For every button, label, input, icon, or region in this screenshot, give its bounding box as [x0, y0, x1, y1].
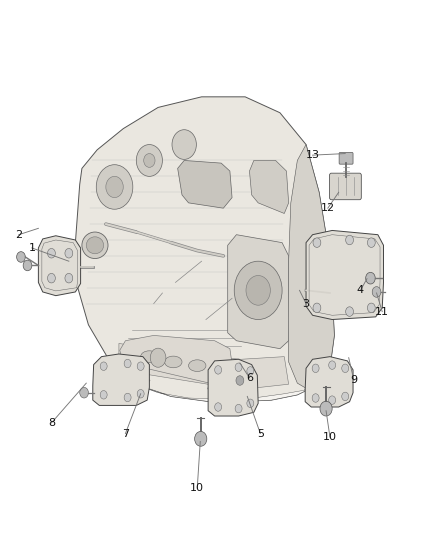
- Ellipse shape: [141, 351, 158, 362]
- Circle shape: [215, 366, 222, 374]
- Circle shape: [215, 403, 222, 411]
- Polygon shape: [288, 144, 334, 390]
- Polygon shape: [250, 160, 289, 214]
- Text: 10: 10: [323, 432, 337, 442]
- Circle shape: [23, 260, 32, 271]
- Text: 1: 1: [28, 243, 35, 253]
- Circle shape: [372, 287, 381, 297]
- Circle shape: [320, 401, 332, 416]
- Circle shape: [124, 393, 131, 402]
- Circle shape: [100, 362, 107, 370]
- Circle shape: [144, 154, 155, 167]
- Polygon shape: [120, 335, 234, 387]
- Polygon shape: [208, 359, 258, 416]
- Polygon shape: [93, 354, 149, 406]
- Circle shape: [80, 387, 88, 398]
- Polygon shape: [305, 357, 353, 407]
- Circle shape: [47, 248, 55, 258]
- Circle shape: [137, 362, 144, 370]
- Circle shape: [65, 248, 73, 258]
- Circle shape: [346, 235, 353, 245]
- Circle shape: [246, 276, 270, 305]
- Circle shape: [312, 394, 319, 402]
- Circle shape: [235, 405, 242, 413]
- Text: 12: 12: [321, 203, 335, 213]
- Circle shape: [100, 391, 107, 399]
- Circle shape: [172, 130, 196, 159]
- Circle shape: [367, 238, 375, 247]
- Text: 13: 13: [306, 150, 320, 160]
- Circle shape: [342, 392, 349, 401]
- FancyBboxPatch shape: [339, 152, 353, 164]
- Circle shape: [313, 238, 321, 247]
- Text: 9: 9: [350, 375, 357, 385]
- Circle shape: [235, 363, 242, 372]
- Circle shape: [313, 303, 321, 313]
- Circle shape: [150, 348, 166, 367]
- Text: 8: 8: [48, 418, 55, 428]
- Circle shape: [136, 144, 162, 176]
- Circle shape: [312, 364, 319, 373]
- Circle shape: [346, 307, 353, 317]
- Circle shape: [342, 364, 349, 373]
- Ellipse shape: [82, 232, 108, 259]
- Polygon shape: [178, 160, 232, 208]
- Ellipse shape: [188, 360, 206, 372]
- Text: 6: 6: [246, 373, 253, 383]
- Polygon shape: [306, 230, 384, 319]
- Polygon shape: [39, 236, 81, 296]
- Text: 3: 3: [303, 298, 310, 309]
- Circle shape: [247, 399, 254, 408]
- Circle shape: [124, 359, 131, 368]
- Circle shape: [194, 431, 207, 446]
- Ellipse shape: [86, 237, 104, 254]
- Text: 5: 5: [257, 429, 264, 439]
- Circle shape: [234, 261, 282, 319]
- Circle shape: [17, 252, 25, 262]
- Circle shape: [236, 376, 244, 385]
- Circle shape: [328, 396, 336, 405]
- Circle shape: [65, 273, 73, 283]
- Circle shape: [328, 361, 336, 369]
- Circle shape: [367, 303, 375, 313]
- Polygon shape: [132, 383, 319, 402]
- Polygon shape: [119, 343, 289, 390]
- Circle shape: [366, 272, 375, 284]
- Text: 10: 10: [190, 483, 204, 493]
- Circle shape: [96, 165, 133, 209]
- Circle shape: [106, 176, 123, 198]
- Circle shape: [247, 367, 254, 375]
- Text: 4: 4: [357, 285, 364, 295]
- FancyBboxPatch shape: [329, 173, 361, 200]
- Text: 2: 2: [15, 230, 22, 240]
- Text: 7: 7: [122, 429, 129, 439]
- Ellipse shape: [165, 356, 182, 368]
- Ellipse shape: [212, 362, 230, 374]
- Circle shape: [137, 390, 144, 398]
- Polygon shape: [73, 97, 334, 402]
- Polygon shape: [228, 235, 289, 349]
- Text: 11: 11: [375, 306, 389, 317]
- Circle shape: [47, 273, 55, 283]
